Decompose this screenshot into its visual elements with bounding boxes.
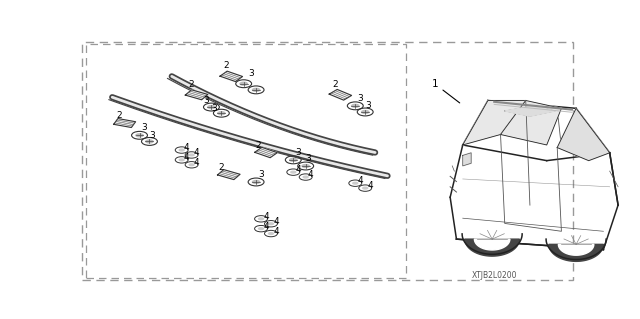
Polygon shape <box>255 147 277 158</box>
Polygon shape <box>463 153 471 166</box>
Text: 4: 4 <box>194 148 200 157</box>
Text: 2: 2 <box>256 141 261 150</box>
Text: 2: 2 <box>218 163 224 172</box>
Text: 4: 4 <box>273 226 279 236</box>
Text: 2: 2 <box>189 80 195 89</box>
Polygon shape <box>463 100 525 145</box>
Bar <box>86 44 406 278</box>
Text: 4: 4 <box>194 158 200 167</box>
Text: 3: 3 <box>248 70 254 78</box>
Circle shape <box>362 187 369 190</box>
Text: 4: 4 <box>263 212 269 221</box>
Circle shape <box>303 175 309 179</box>
Circle shape <box>361 110 369 114</box>
Text: 4: 4 <box>273 217 279 226</box>
Circle shape <box>252 88 260 92</box>
Text: 3: 3 <box>305 154 311 163</box>
Polygon shape <box>474 239 510 250</box>
Text: 2: 2 <box>116 111 122 120</box>
Text: 4: 4 <box>184 153 189 162</box>
Circle shape <box>301 164 310 168</box>
Text: 3: 3 <box>296 148 301 157</box>
Circle shape <box>258 217 264 220</box>
Text: 3: 3 <box>365 101 371 110</box>
Polygon shape <box>558 244 594 255</box>
Circle shape <box>351 104 360 108</box>
Circle shape <box>268 232 274 235</box>
Polygon shape <box>500 100 561 145</box>
Polygon shape <box>505 106 555 116</box>
Text: 3: 3 <box>149 131 155 140</box>
Circle shape <box>290 171 296 174</box>
Text: 2: 2 <box>333 80 339 89</box>
Text: 3: 3 <box>258 170 264 179</box>
Circle shape <box>188 163 195 167</box>
Circle shape <box>179 148 185 152</box>
Circle shape <box>239 82 248 86</box>
Polygon shape <box>186 90 208 100</box>
Circle shape <box>145 139 154 144</box>
Circle shape <box>258 227 264 230</box>
Circle shape <box>268 222 274 225</box>
Text: 2: 2 <box>223 61 229 70</box>
Text: XTJB2L0200: XTJB2L0200 <box>472 271 517 280</box>
Polygon shape <box>549 244 604 261</box>
Text: 4: 4 <box>357 176 363 185</box>
Text: 4: 4 <box>184 143 189 152</box>
Circle shape <box>289 158 298 162</box>
Polygon shape <box>465 239 520 256</box>
Polygon shape <box>329 89 351 100</box>
Polygon shape <box>220 71 243 82</box>
Text: 4: 4 <box>308 170 314 179</box>
Polygon shape <box>218 170 240 180</box>
Polygon shape <box>557 108 610 161</box>
Text: 3: 3 <box>204 96 209 105</box>
Text: 4: 4 <box>367 181 373 190</box>
Text: 3: 3 <box>357 94 363 103</box>
Text: 4: 4 <box>263 222 269 231</box>
Circle shape <box>207 105 216 109</box>
Text: 3: 3 <box>141 123 147 132</box>
Text: 4: 4 <box>296 165 301 174</box>
Circle shape <box>217 111 226 115</box>
Circle shape <box>252 180 260 184</box>
Circle shape <box>352 182 358 185</box>
Circle shape <box>135 133 144 137</box>
Circle shape <box>179 158 185 161</box>
Polygon shape <box>114 119 136 128</box>
Text: 1: 1 <box>431 79 460 103</box>
Circle shape <box>188 153 195 157</box>
Text: 3: 3 <box>211 104 217 113</box>
